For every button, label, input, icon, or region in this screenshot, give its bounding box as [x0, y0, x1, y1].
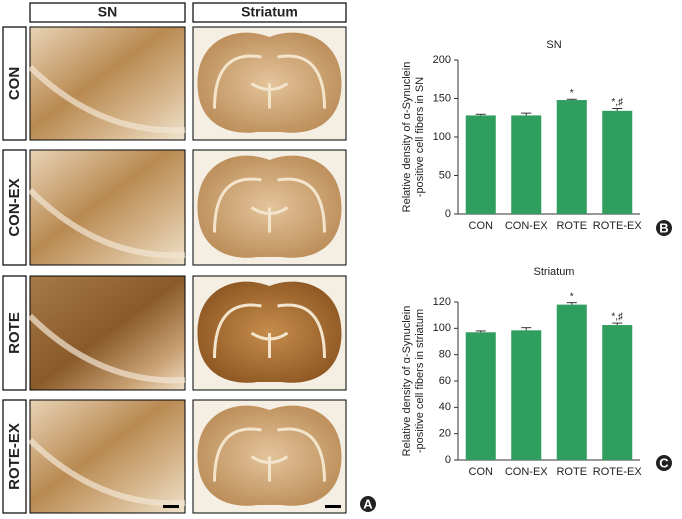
- ventricle: [250, 82, 289, 109]
- brain-section: [197, 155, 342, 258]
- error-bar: [475, 330, 486, 333]
- row-label: ROTE-EX: [6, 423, 23, 490]
- error-bar: [612, 322, 623, 326]
- y-tick-label: 100: [433, 131, 451, 143]
- column-header: Striatum: [241, 4, 298, 20]
- ventricle: [250, 455, 289, 482]
- panel-letter: A: [363, 496, 373, 511]
- y-tick-label: 0: [445, 454, 451, 466]
- sn-tissue-edge: [27, 437, 186, 507]
- significance-label: *,♯: [611, 312, 623, 323]
- error-bar: [566, 98, 577, 101]
- white-matter: [213, 54, 326, 109]
- y-axis-label: Relative density of α-Synuclein: [401, 306, 413, 457]
- y-tick-label: 40: [439, 401, 451, 413]
- ventricle: [250, 331, 289, 358]
- significance-label: *: [570, 88, 574, 99]
- y-tick-label: 150: [433, 92, 451, 104]
- bar: [511, 330, 542, 460]
- y-tick-label: 80: [439, 349, 451, 361]
- y-tick-label: 50: [439, 169, 451, 181]
- column-header: SN: [98, 4, 117, 20]
- panel-letter-circle: [656, 455, 672, 471]
- x-tick-label: ROTE-EX: [593, 220, 643, 232]
- scale-bar: [163, 505, 179, 508]
- bar: [511, 115, 542, 214]
- error-bar: [475, 113, 486, 116]
- bar: [556, 100, 587, 214]
- bar: [465, 332, 496, 460]
- image-panel: SN Striatum CON CON-EX ROTE ROTE-EX A: [2, 2, 376, 514]
- x-tick-label: CON: [469, 466, 494, 478]
- bar: [602, 110, 633, 214]
- chart-title: Striatum: [534, 266, 575, 278]
- significance-label: *: [570, 291, 574, 302]
- sn-tissue-edge: [27, 187, 186, 259]
- x-tick-label: ROTE-EX: [593, 466, 643, 478]
- x-tick-label: CON-EX: [505, 466, 548, 478]
- sn-tissue-edge: [27, 64, 186, 134]
- white-matter: [213, 427, 326, 482]
- error-bar: [521, 112, 532, 116]
- error-bar: [612, 108, 623, 111]
- column-header-box: [29, 2, 186, 23]
- y-tick-label: 200: [433, 54, 451, 66]
- row-label: CON-EX: [6, 178, 23, 236]
- brain-section: [197, 405, 342, 506]
- y-axis-label: Relative density of α-Synuclein: [401, 62, 413, 213]
- bar: [556, 304, 587, 460]
- chart-title: SN: [546, 39, 561, 51]
- panel-letter: C: [659, 455, 669, 470]
- white-matter: [213, 303, 326, 359]
- significance-label: *,♯: [611, 97, 623, 108]
- ventricle: [250, 206, 289, 233]
- error-bar: [521, 327, 532, 331]
- y-axis-label: -positive cell fibers in striatum: [414, 309, 426, 453]
- y-tick-label: 60: [439, 375, 451, 387]
- white-matter: [213, 177, 326, 233]
- error-bar: [566, 302, 577, 305]
- row-label-box: [2, 26, 27, 141]
- row-label-box: [2, 399, 27, 514]
- x-tick-label: ROTE: [556, 466, 587, 478]
- y-tick-label: 20: [439, 428, 451, 440]
- panel-letter-circle: [656, 220, 672, 236]
- row-label: CON: [6, 67, 23, 100]
- brain-section: [197, 32, 342, 133]
- bar: [602, 325, 633, 460]
- y-tick-label: 100: [433, 322, 451, 334]
- y-tick-label: 0: [445, 208, 451, 220]
- brain-section: [197, 281, 342, 383]
- row-label: ROTE: [6, 312, 23, 354]
- sn-tissue-edge: [27, 313, 186, 384]
- row-label-box: [2, 275, 27, 391]
- row-label-box: [2, 149, 27, 266]
- x-tick-label: ROTE: [556, 220, 587, 232]
- panel-letter-circle: [360, 496, 376, 512]
- bar: [465, 115, 496, 214]
- x-tick-label: CON: [469, 220, 494, 232]
- y-tick-label: 120: [433, 296, 451, 308]
- y-axis-label: -positive cell fibers in SN: [414, 77, 426, 197]
- scale-bar: [325, 505, 341, 508]
- x-tick-label: CON-EX: [505, 220, 548, 232]
- panel-letter: B: [659, 220, 668, 235]
- column-header-box: [192, 2, 347, 23]
